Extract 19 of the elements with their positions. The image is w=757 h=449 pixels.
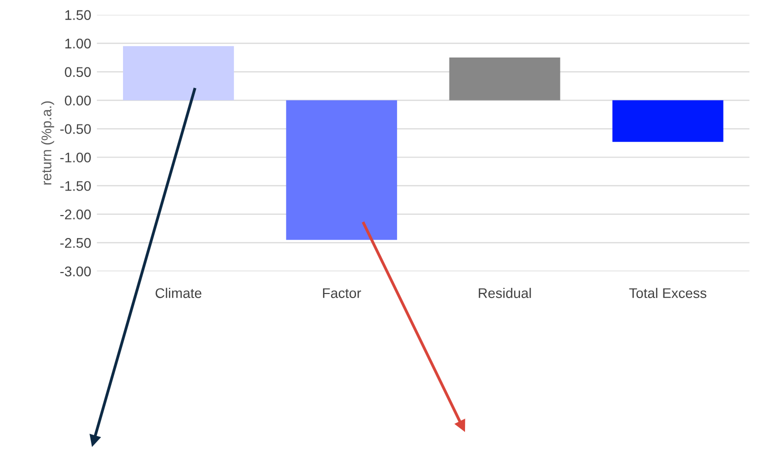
x-tick-label: Residual	[478, 288, 531, 298]
y-tick-label: -2.00	[60, 210, 91, 220]
bar	[612, 100, 724, 142]
x-tick-label: Factor	[323, 288, 362, 298]
x-tick-label: Climate	[156, 288, 202, 298]
y-tick-label: -2.50	[60, 238, 91, 248]
y-tick-label: 1.50	[65, 10, 91, 20]
y-tick-label: 1.00	[65, 38, 91, 48]
bar	[286, 100, 398, 240]
x-tick-label: Total Excess	[629, 288, 706, 298]
bar	[449, 58, 560, 100]
y-tick-label: -0.50	[60, 124, 91, 134]
y-tick-label: 0.00	[64, 96, 91, 106]
y-tick-label: -3.00	[60, 266, 91, 276]
y-tick-label: 0.50	[64, 67, 91, 77]
y-axis-title: return (%p.a.)	[41, 101, 54, 185]
y-tick-label: -1.00	[60, 152, 91, 162]
bar	[122, 46, 234, 100]
y-tick-label: -1.50	[60, 181, 91, 191]
